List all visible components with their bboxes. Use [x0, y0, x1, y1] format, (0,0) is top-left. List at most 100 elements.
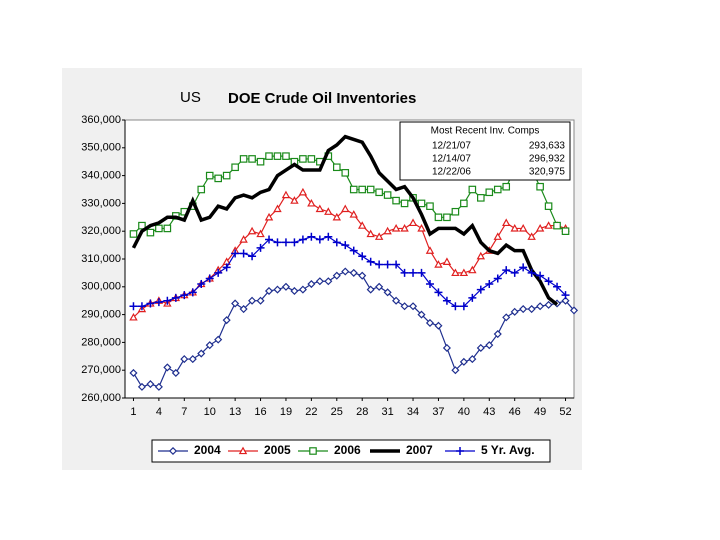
region-label: US — [180, 89, 201, 106]
marker — [341, 204, 350, 213]
marker — [434, 321, 443, 330]
marker — [256, 243, 265, 252]
marker — [459, 357, 468, 366]
marker — [231, 249, 240, 258]
marker — [281, 238, 290, 247]
marker — [485, 280, 494, 289]
x-tick-label: 25 — [331, 406, 343, 418]
marker — [341, 241, 350, 250]
marker — [485, 341, 494, 350]
marker — [468, 293, 477, 302]
marker — [315, 277, 324, 286]
marker — [502, 182, 511, 191]
marker — [468, 185, 477, 194]
legend-marker — [456, 447, 464, 455]
y-tick-label: 290,000 — [81, 309, 121, 321]
marker — [519, 304, 528, 314]
marker — [281, 282, 291, 291]
legend-marker — [238, 446, 248, 455]
x-tick-label: 40 — [458, 406, 470, 418]
marker — [307, 155, 316, 163]
x-tick-label: 46 — [509, 406, 521, 418]
marker — [375, 260, 384, 269]
marker — [493, 274, 502, 283]
series-line — [133, 236, 566, 307]
legend-label: 5 Yr. Avg. — [481, 443, 535, 457]
marker — [214, 335, 223, 344]
x-tick-label: 13 — [229, 406, 241, 418]
marker — [400, 268, 409, 277]
x-tick-label: 49 — [534, 406, 546, 418]
marker — [264, 286, 274, 296]
marker — [349, 268, 358, 277]
marker — [155, 224, 163, 233]
marker — [256, 229, 265, 238]
marker — [197, 280, 206, 289]
marker — [459, 268, 469, 277]
marker — [366, 285, 375, 294]
marker — [171, 293, 180, 302]
marker — [273, 238, 282, 247]
marker — [569, 306, 579, 315]
marker — [493, 232, 502, 240]
plot — [129, 134, 579, 391]
marker — [519, 263, 528, 272]
marker — [459, 302, 468, 311]
marker — [400, 302, 409, 311]
marker — [442, 257, 452, 265]
marker — [137, 382, 146, 391]
marker — [383, 288, 392, 297]
inset-box — [399, 121, 571, 181]
marker — [332, 238, 341, 247]
marker — [518, 223, 528, 232]
marker — [366, 257, 375, 266]
marker — [391, 223, 401, 232]
marker — [222, 171, 231, 180]
marker — [307, 279, 316, 289]
marker — [383, 226, 392, 235]
marker — [188, 355, 197, 364]
marker — [536, 271, 545, 280]
marker — [324, 277, 333, 286]
marker — [544, 277, 553, 286]
marker — [239, 304, 248, 314]
marker — [493, 185, 502, 194]
inset-date: 12/21/07 — [432, 141, 471, 152]
marker — [434, 260, 443, 268]
marker — [553, 221, 561, 230]
marker — [451, 366, 460, 375]
marker — [290, 286, 299, 296]
marker — [442, 296, 451, 305]
marker — [417, 223, 426, 232]
marker — [561, 291, 570, 300]
marker — [476, 251, 486, 260]
marker — [332, 212, 342, 221]
marker — [307, 232, 316, 241]
y-tick-label: 260,000 — [81, 392, 121, 404]
marker — [451, 207, 460, 216]
marker — [171, 368, 180, 378]
marker — [273, 285, 282, 294]
marker — [426, 202, 434, 210]
marker — [561, 296, 570, 305]
x-tick-label: 4 — [156, 406, 162, 418]
chart-title: DOE Crude Oil Inventories — [228, 90, 416, 107]
inset-value: 296,932 — [529, 154, 566, 165]
marker — [222, 263, 231, 272]
marker — [425, 246, 435, 254]
marker — [239, 235, 248, 243]
marker — [536, 302, 545, 311]
marker — [146, 299, 155, 308]
marker — [408, 302, 418, 311]
marker — [298, 235, 307, 244]
marker — [239, 155, 248, 163]
marker — [442, 343, 451, 353]
y-tick-label: 300,000 — [81, 281, 121, 293]
marker — [392, 296, 401, 305]
marker — [290, 196, 299, 204]
marker — [180, 355, 189, 364]
marker — [434, 213, 443, 222]
marker — [417, 268, 426, 277]
marker — [502, 313, 511, 322]
y-tick-label: 320,000 — [81, 225, 121, 237]
